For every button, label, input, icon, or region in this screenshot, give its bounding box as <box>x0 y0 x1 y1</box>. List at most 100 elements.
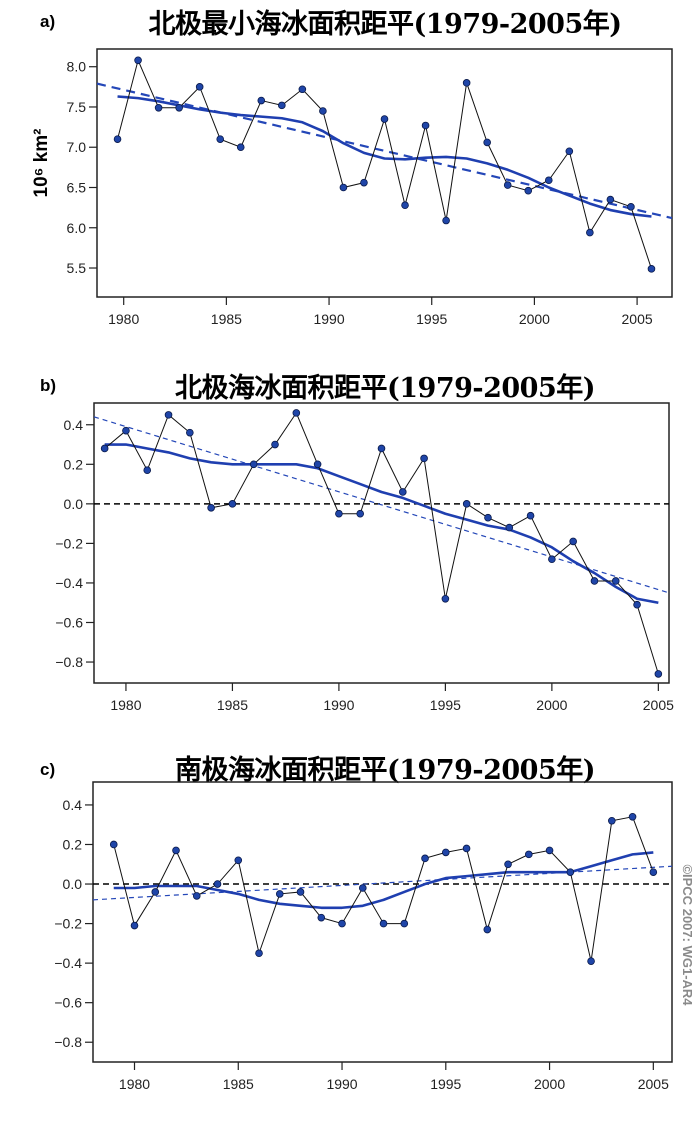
data-point-2003 <box>608 816 616 825</box>
data-point-1992 <box>380 115 389 123</box>
plot-frame <box>96 48 673 298</box>
data-point-1994 <box>421 121 430 130</box>
data-point-1992 <box>379 919 388 928</box>
data-point-1987 <box>275 890 284 898</box>
data-point-1984 <box>207 504 215 512</box>
data-point-2005 <box>654 670 663 678</box>
data-point-1983 <box>195 83 204 91</box>
data-point-1999 <box>524 186 533 195</box>
data-point-1981 <box>154 103 163 112</box>
y-tick-label: −0.2 <box>55 535 83 551</box>
y-tick-label: 7.5 <box>67 99 87 115</box>
y-tick-label: 7.0 <box>67 139 87 155</box>
data-point-1982 <box>172 846 180 855</box>
data-point-2002 <box>590 577 599 585</box>
data-point-2001 <box>565 147 574 156</box>
data-point-1991 <box>360 178 368 187</box>
y-tick-label: −0.6 <box>55 614 83 630</box>
data-point-1999 <box>526 511 535 520</box>
data-point-1980 <box>134 56 142 65</box>
data-point-2001 <box>566 868 575 876</box>
x-tick-label: 1995 <box>430 1076 461 1092</box>
x-tick-label: 1985 <box>223 1076 254 1092</box>
x-tick-label: 2005 <box>622 311 653 327</box>
data-point-1997 <box>484 513 492 522</box>
data-point-1984 <box>213 880 222 888</box>
smoothed-line <box>113 851 654 910</box>
data-point-1986 <box>255 949 263 958</box>
x-tick-label: 1985 <box>217 697 248 713</box>
data-point-2002 <box>587 957 595 965</box>
data-point-1998 <box>504 860 512 869</box>
x-tick-label: 2005 <box>638 1076 669 1092</box>
data-point-1989 <box>317 913 326 922</box>
data-point-1979 <box>113 135 122 143</box>
panel-b-title: 北极海冰面积距平(1979-2005年) <box>174 373 596 404</box>
panel-b-label: b) <box>40 376 57 395</box>
data-point-1988 <box>296 888 305 896</box>
y-tick-label: −0.4 <box>54 955 82 971</box>
data-point-1996 <box>462 79 471 87</box>
panel-c-title: 南极海冰面积距平(1979-2005年) <box>174 755 596 786</box>
y-tick-label: 0.0 <box>64 496 84 512</box>
data-point-1997 <box>483 925 492 934</box>
y-tick-label: −0.4 <box>55 575 83 591</box>
panel-c-label: c) <box>40 760 56 779</box>
x-tick-label: 2000 <box>519 311 550 327</box>
data-point-1986 <box>257 96 266 105</box>
data-point-1987 <box>278 101 286 110</box>
x-tick-label: 1980 <box>110 697 141 713</box>
linear-trend-line <box>94 416 669 594</box>
data-point-1996 <box>462 500 471 508</box>
data-point-1995 <box>441 848 450 857</box>
y-tick-label: 0.4 <box>63 797 83 813</box>
y-tick-label: 0.2 <box>64 456 84 472</box>
data-point-2003 <box>606 195 615 204</box>
x-tick-label: 1990 <box>326 1076 357 1092</box>
panel-c-plot: 1980 1985 1990 1995 2000 2005 −0.8 −0.6 −0.4 −0.2… <box>54 781 673 1092</box>
data-point-1994 <box>421 854 429 863</box>
data-point-2002 <box>586 228 594 237</box>
observed-line <box>113 816 654 962</box>
y-tick-label: 0.0 <box>63 876 83 892</box>
y-tick-label: −0.6 <box>54 995 82 1011</box>
observed-line <box>117 58 652 269</box>
x-tick-label: 1980 <box>108 311 139 327</box>
data-point-1981 <box>151 888 160 896</box>
panel-a-label: a) <box>40 12 56 31</box>
x-tick-label: 2005 <box>643 697 674 713</box>
x-tick-label: 1995 <box>416 311 447 327</box>
data-point-1979 <box>109 840 118 849</box>
x-tick-label: 2000 <box>534 1076 565 1092</box>
data-point-1981 <box>143 466 152 475</box>
data-point-2001 <box>569 537 577 546</box>
data-point-1993 <box>398 488 407 496</box>
data-point-1986 <box>249 460 258 469</box>
data-point-2004 <box>633 600 641 609</box>
data-point-1985 <box>236 143 245 152</box>
y-tick-label: 0.4 <box>64 417 84 433</box>
y-tick-label: 6.0 <box>67 220 87 236</box>
y-tick-label: 6.5 <box>67 179 87 195</box>
data-point-1992 <box>377 444 386 453</box>
data-point-1989 <box>313 460 322 469</box>
smoothed-line <box>117 95 652 218</box>
data-point-1990 <box>335 509 343 518</box>
x-tick-label: 1990 <box>323 697 354 713</box>
data-point-1998 <box>503 181 512 189</box>
linear-trend-line <box>93 865 672 901</box>
data-point-1994 <box>420 454 428 463</box>
data-point-1997 <box>483 138 491 147</box>
plot-area <box>97 56 672 273</box>
data-point-1998 <box>505 523 514 532</box>
data-point-1980 <box>130 921 139 930</box>
data-point-2000 <box>544 176 553 185</box>
x-tick-label: 1995 <box>430 697 461 713</box>
data-point-1993 <box>400 919 409 928</box>
data-point-2000 <box>548 555 556 564</box>
panel-a-plot: 1980 1985 1990 1995 2000 2005 5.5 6.0 6.5 7.0 7.5 8… <box>67 48 673 327</box>
data-point-1982 <box>164 411 173 419</box>
data-point-1995 <box>441 594 450 603</box>
y-tick-label: −0.2 <box>54 916 82 932</box>
data-point-1987 <box>271 440 279 449</box>
